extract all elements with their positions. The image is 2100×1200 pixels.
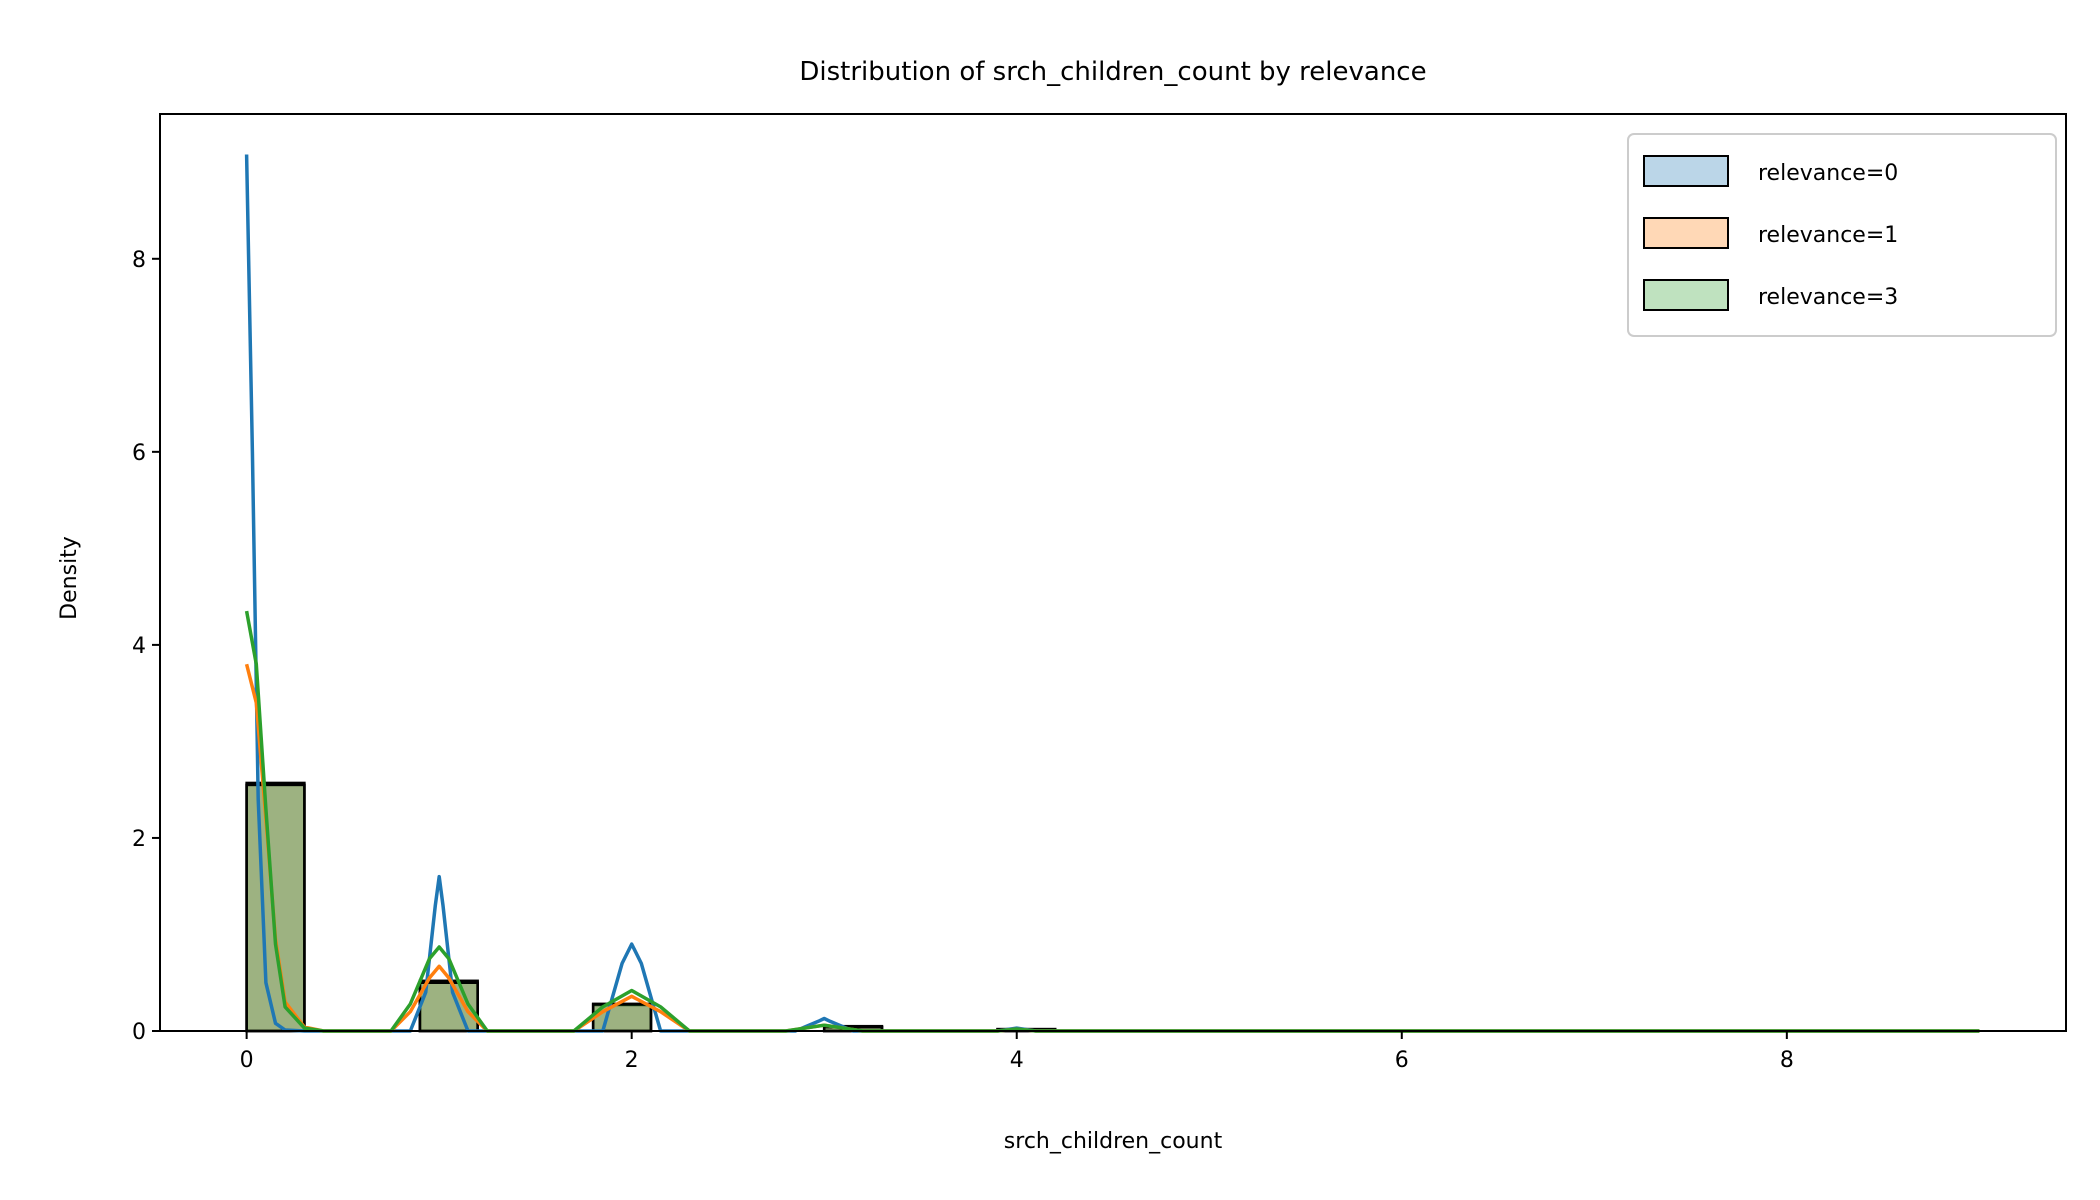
x-tick-label-2: 4 [1010, 1048, 1024, 1073]
plot-frame [159, 113, 2067, 1032]
y-axis: 0 2 4 6 8 [132, 248, 160, 1045]
legend-swatch-1 [1643, 217, 1729, 249]
y-tick-label-3: 6 [132, 441, 146, 466]
kde-line-series-1 [244, 663, 1980, 1033]
x-tick-label-1: 2 [625, 1048, 639, 1073]
legend-swatch-2 [1643, 279, 1729, 311]
x-tick-label-4: 8 [1780, 1048, 1794, 1073]
x-axis: 0 2 4 6 8 [240, 1031, 1794, 1073]
y-tick-label-2: 4 [132, 634, 146, 659]
y-tick-label-1: 2 [132, 827, 146, 852]
y-tick-label-0: 0 [132, 1020, 146, 1045]
kde-line-series-2 [244, 610, 1980, 1033]
legend-label-1: relevance=1 [1758, 223, 1898, 248]
legend-swatch-0 [1643, 155, 1729, 187]
chart-title: Distribution of srch_children_count by r… [799, 57, 1426, 87]
legend-label-0: relevance=0 [1758, 161, 1898, 186]
x-tick-label-0: 0 [240, 1048, 254, 1073]
legend: relevance=0 relevance=1 relevance=3 [1627, 133, 2057, 337]
bar-s2-b0 [245, 783, 306, 1033]
legend-label-2: relevance=3 [1758, 285, 1898, 310]
x-axis-label: srch_children_count [1004, 1129, 1223, 1154]
legend-box [1627, 133, 2057, 337]
y-tick-label-4: 8 [132, 248, 146, 273]
y-axis-label: Density [57, 536, 82, 620]
series-2-bars [245, 783, 1057, 1033]
x-tick-label-3: 6 [1395, 1048, 1409, 1073]
